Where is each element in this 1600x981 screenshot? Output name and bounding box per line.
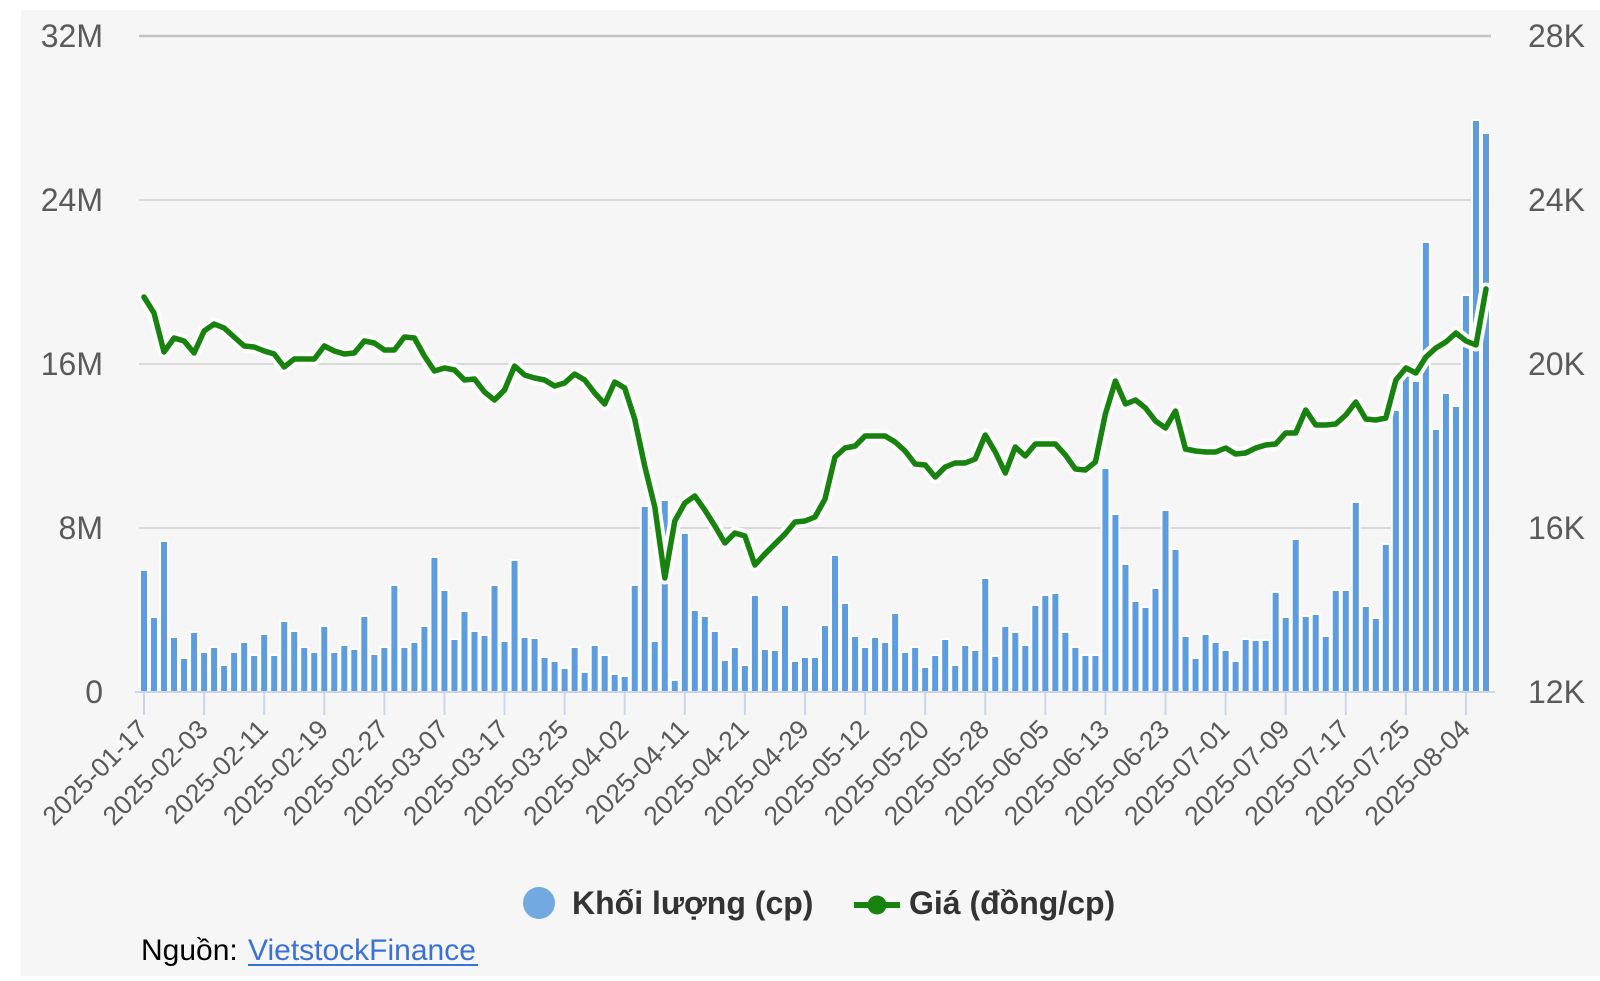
svg-text:24M: 24M [41, 182, 103, 218]
svg-text:24K: 24K [1528, 182, 1585, 218]
svg-text:28K: 28K [1528, 18, 1585, 54]
svg-text:0: 0 [85, 674, 103, 710]
svg-text:VietstockFinance: VietstockFinance [248, 934, 476, 967]
svg-text:32M: 32M [41, 18, 103, 54]
svg-text:8M: 8M [59, 510, 103, 546]
svg-text:16M: 16M [41, 346, 103, 382]
svg-text:Nguồn:: Nguồn: [141, 934, 238, 967]
svg-text:Giá (đồng/cp): Giá (đồng/cp) [909, 885, 1115, 921]
svg-text:16K: 16K [1528, 510, 1585, 546]
svg-text:12K: 12K [1528, 674, 1585, 710]
svg-text:20K: 20K [1528, 346, 1585, 382]
svg-text:Khối lượng (cp): Khối lượng (cp) [572, 885, 813, 921]
